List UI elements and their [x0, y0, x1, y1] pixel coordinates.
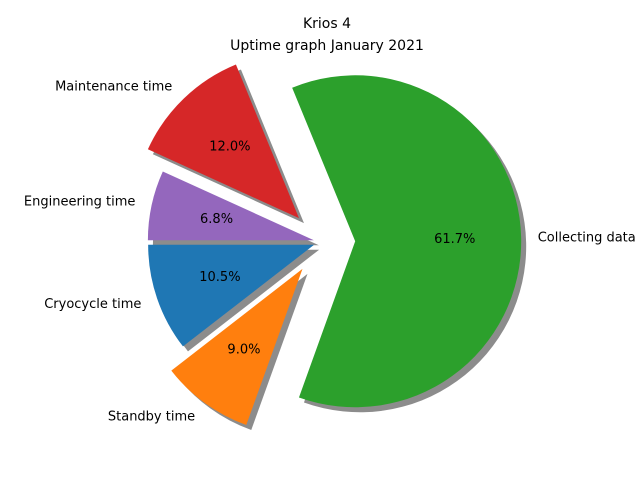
slice-label-maintenance-time: Maintenance time	[55, 80, 172, 95]
chart-title-line-2: Uptime graph January 2021	[230, 38, 424, 54]
slice-percent-maintenance-time: 12.0%	[209, 139, 250, 154]
slice-percent-cryocycle-time: 10.5%	[199, 270, 240, 285]
slice-standby-time	[171, 268, 303, 426]
slice-label-collecting-data: Collecting data	[538, 230, 636, 245]
slice-label-engineering-time: Engineering time	[24, 195, 136, 210]
chart-title-line-1: Krios 4	[303, 16, 351, 32]
pie-labels: Cryocycle time 10.5% Standby time 9.0% Colle…	[24, 80, 636, 425]
slice-engineering-time	[147, 171, 314, 241]
slice-label-standby-time: Standby time	[108, 410, 195, 425]
slice-percent-collecting-data: 61.7%	[434, 232, 475, 247]
slice-percent-engineering-time: 6.8%	[200, 212, 233, 227]
slice-percent-standby-time: 9.0%	[227, 342, 260, 357]
slice-maintenance-time	[147, 64, 299, 219]
pie-wedges	[147, 64, 522, 426]
slice-cryocycle-time	[148, 244, 315, 347]
slice-label-cryocycle-time: Cryocycle time	[44, 297, 141, 312]
slice-collecting-data	[292, 75, 522, 408]
